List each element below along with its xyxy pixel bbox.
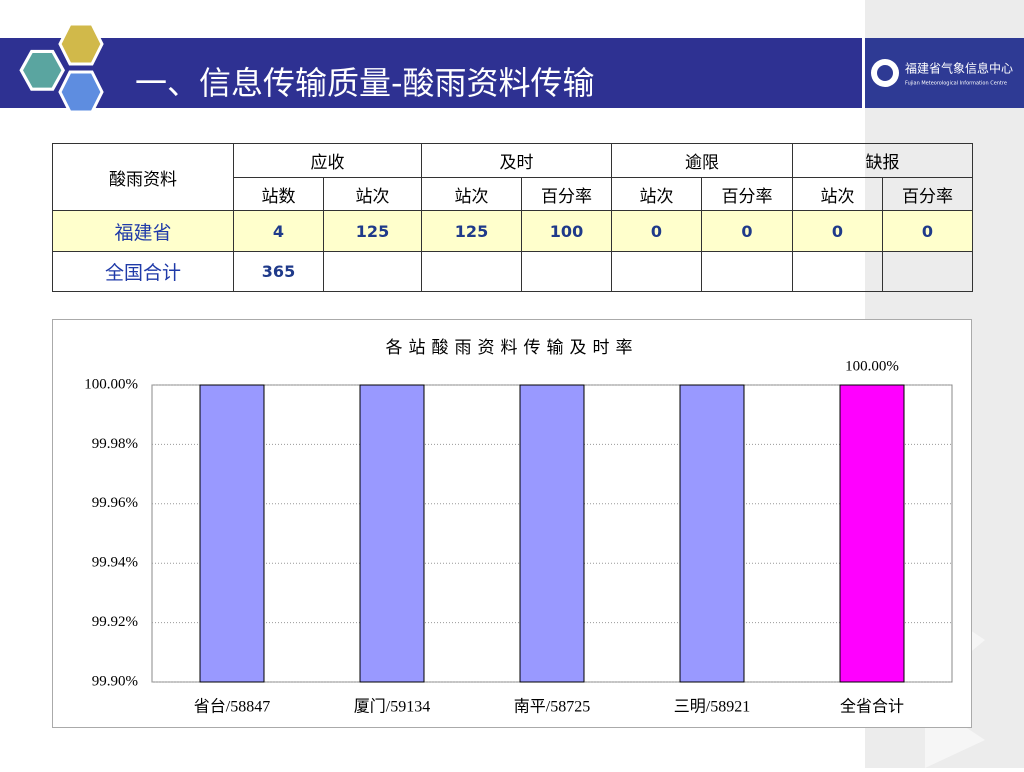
group: 应收 [233, 143, 422, 178]
logo-mark: 福建省气象信息中心 Fujian Meteorological Informat… [871, 59, 1013, 87]
cell: 125 [421, 210, 522, 252]
bar [519, 384, 585, 683]
cell [701, 251, 793, 292]
title-band [0, 38, 862, 108]
corner: 酸雨资料 [52, 143, 234, 211]
bar [679, 384, 745, 683]
x-tick-label: 南平/58725 [514, 698, 590, 716]
cell [611, 251, 702, 292]
cell: 100 [521, 210, 612, 252]
cell: 125 [323, 210, 422, 252]
subheader: 站次 [792, 177, 883, 211]
value-label: 100.00% [845, 358, 899, 374]
x-tick-label: 三明/58921 [674, 699, 750, 716]
cell: 365 [233, 251, 324, 292]
y-tick-label: 99.96% [92, 495, 138, 511]
group: 逾限 [611, 143, 793, 178]
subheader: 站次 [611, 177, 702, 211]
y-tick-label: 99.94% [92, 555, 138, 571]
bar [199, 384, 265, 683]
x-tick-label: 厦门/59134 [354, 698, 430, 716]
subheader: 站次 [421, 177, 522, 211]
group: 缺报 [792, 143, 973, 178]
data-table: 酸雨资料 应收 及时 逾限 缺报 站数 站次 站次 百分率 站次 百分率 站次 百分率 福建省… [52, 143, 973, 292]
logo-text: 福建省气象信息中心 [905, 61, 1013, 76]
subheader: 百分率 [701, 177, 793, 211]
subheader: 站次 [323, 177, 422, 211]
cell [323, 251, 422, 292]
chart-title: 各站酸雨资料传输及时率 [386, 338, 639, 357]
subheader: 站数 [233, 177, 324, 211]
cell: 0 [701, 210, 793, 252]
hexagons [19, 22, 104, 114]
chart: 各站酸雨资料传输及时率 99.90% 99.92% 99.94% 99.96% 99.9… [52, 319, 972, 728]
bar [359, 384, 425, 683]
cell: 4 [233, 210, 324, 252]
group: 及时 [421, 143, 612, 178]
subheader: 百分率 [521, 177, 612, 211]
x-tick-label: 全省合计 [840, 698, 904, 716]
y-tick-label: 99.98% [92, 436, 138, 452]
logo: 福建省气象信息中心 Fujian Meteorological Informat… [865, 38, 1024, 108]
cell [792, 251, 883, 292]
y-tick-label: 100.00% [84, 376, 138, 392]
y-tick-label: 99.90% [92, 673, 138, 689]
subheader: 百分率 [882, 177, 973, 211]
x-tick-label: 省台/58847 [194, 698, 270, 716]
cell: 0 [611, 210, 702, 252]
slide-title: 一、信息传输质量-酸雨资料传输 [135, 64, 595, 102]
row-label: 福建省 [52, 210, 234, 252]
cell [521, 251, 612, 292]
cell: 0 [792, 210, 883, 252]
cell: 0 [882, 210, 973, 252]
logo-en: Fujian Meteorological Information Centre [905, 81, 1007, 87]
row-label: 全国合计 [52, 251, 234, 292]
cell [882, 251, 973, 292]
bar [839, 384, 905, 683]
y-tick-label: 99.92% [92, 614, 138, 630]
cell [421, 251, 522, 292]
